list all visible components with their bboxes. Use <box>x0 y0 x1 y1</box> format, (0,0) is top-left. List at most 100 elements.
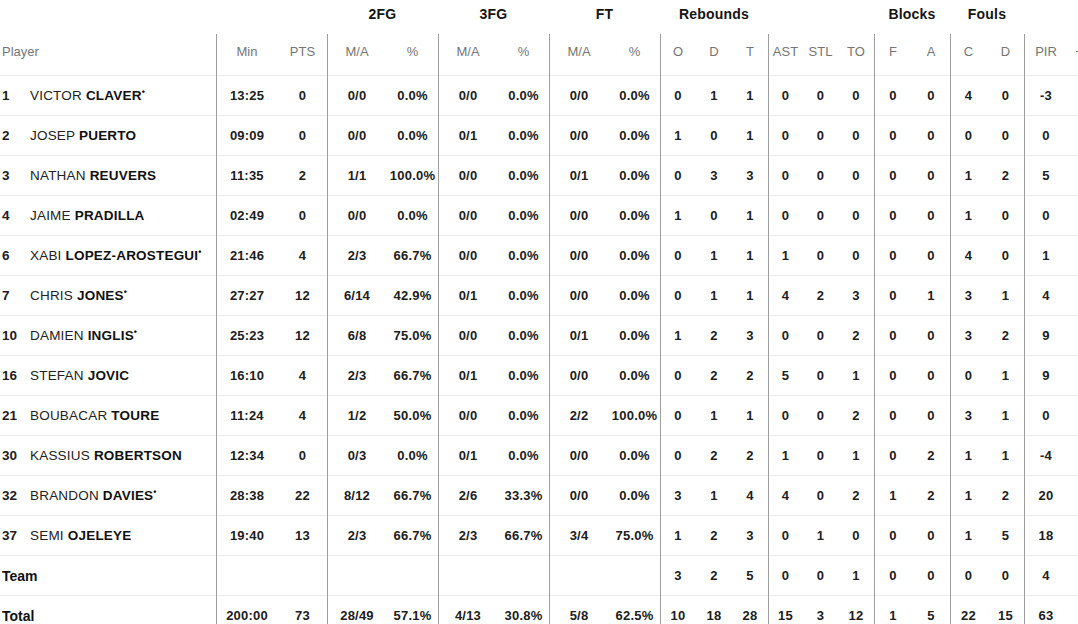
stat-cell: 0 <box>803 208 838 223</box>
player-name[interactable]: BRANDON DAVIES• <box>30 488 157 503</box>
stat-cell: 5/8 <box>549 608 609 623</box>
stat-cell: 33.3% <box>498 488 549 503</box>
stat-cell: 9 <box>1024 368 1068 383</box>
stat-cell: 5 <box>768 368 803 383</box>
player-name[interactable]: SEMI OJELEYE <box>30 528 131 543</box>
starter-indicator: • <box>124 287 127 297</box>
stat-cell: 0 <box>987 88 1024 103</box>
stat-cell: 8/12 <box>327 488 387 503</box>
column-header--: +/- <box>1068 44 1078 59</box>
stat-cell: 0.0% <box>498 168 549 183</box>
stat-cell: 0 <box>278 208 327 223</box>
player-name[interactable]: NATHAN REUVERS <box>30 168 156 183</box>
stat-cell: 4 <box>732 488 768 503</box>
jersey-number: 30 <box>2 448 30 463</box>
player-cell: 16STEFAN JOVIC <box>0 368 216 383</box>
column-header-d: D <box>987 44 1024 59</box>
stat-cell: 1 <box>950 448 987 463</box>
stat-cell: 4 <box>950 88 987 103</box>
stat-cell: 1 <box>874 488 912 503</box>
column-header--: % <box>387 44 438 59</box>
stat-cell: 0/0 <box>438 248 498 263</box>
table-row: 6XABI LOPEZ-AROSTEGUI•21:4642/366.7%0/00… <box>0 235 1078 275</box>
stat-cell: 0 <box>696 208 732 223</box>
stat-cell: 2/3 <box>327 528 387 543</box>
stat-cell: 0/0 <box>438 328 498 343</box>
stat-cell: 0 <box>1024 408 1068 423</box>
stat-cell: 0 <box>803 408 838 423</box>
stat-cell: 0/1 <box>438 128 498 143</box>
stat-cell: 42.9% <box>387 288 438 303</box>
player-name[interactable]: DAMIEN INGLIS• <box>30 328 137 343</box>
stat-cell: 200:00 <box>216 608 278 623</box>
stat-cell: 3 <box>950 328 987 343</box>
player-cell: 1VICTOR CLAVER• <box>0 88 216 103</box>
stat-cell: 3/4 <box>549 528 609 543</box>
stat-cell: 1 <box>912 288 950 303</box>
player-name[interactable]: JAIME PRADILLA <box>30 208 145 223</box>
stat-cell: 0/1 <box>438 368 498 383</box>
stat-cell: 0.0% <box>498 408 549 423</box>
stat-cell: 2/3 <box>327 368 387 383</box>
player-name[interactable]: VICTOR CLAVER• <box>30 88 145 103</box>
player-name[interactable]: JOSEP PUERTO <box>30 128 136 143</box>
stat-cell: 0 <box>912 528 950 543</box>
stat-cell: 0 <box>838 128 874 143</box>
player-cell: 3NATHAN REUVERS <box>0 168 216 183</box>
stat-cell: 12 <box>278 288 327 303</box>
player-cell: 21BOUBACAR TOURE <box>0 408 216 423</box>
stat-cell: 2 <box>732 368 768 383</box>
stat-cell: 0 <box>1024 208 1068 223</box>
stat-cell: 1 <box>660 128 696 143</box>
stat-cell: 2 <box>987 168 1024 183</box>
column-divider <box>549 34 550 624</box>
stat-cell: 0 <box>660 168 696 183</box>
stat-cell: 11:24 <box>216 408 278 423</box>
stat-cell: 4/13 <box>438 608 498 623</box>
stat-cell: 1 <box>732 128 768 143</box>
jersey-number: 21 <box>2 408 30 423</box>
stat-cell: 100.0% <box>387 168 438 183</box>
player-name[interactable]: KASSIUS ROBERTSON <box>30 448 182 463</box>
stat-cell: 0/0 <box>549 288 609 303</box>
column-header-stl: STL <box>803 44 838 59</box>
column-header-row: PlayerMinPTSM/A%M/A%M/A%ODTASTSTLTOFACDP… <box>0 28 1078 75</box>
player-name[interactable]: BOUBACAR TOURE <box>30 408 159 423</box>
column-header-m-a: M/A <box>327 44 387 59</box>
stat-cell: 18 <box>696 608 732 623</box>
stat-cell: 10 <box>660 608 696 623</box>
stat-cell: 2 <box>696 528 732 543</box>
stat-cell: 0.0% <box>609 168 660 183</box>
stat-cell: 0 <box>768 128 803 143</box>
stat-cell: 0 <box>803 488 838 503</box>
group-header-2fg: 2FG <box>327 0 438 28</box>
stat-cell: 0.0% <box>609 128 660 143</box>
stat-cell: 4 <box>1024 288 1068 303</box>
stat-cell: 2 <box>696 368 732 383</box>
stat-cell: 0/0 <box>327 128 387 143</box>
stat-cell: 0/0 <box>327 208 387 223</box>
stat-cell: 12 <box>278 328 327 343</box>
player-cell: Team <box>0 568 216 584</box>
stat-cell: 2 <box>696 448 732 463</box>
column-header--: % <box>498 44 549 59</box>
column-divider <box>327 34 328 624</box>
stat-cell: 63 <box>1024 608 1068 623</box>
stat-cell: 0 <box>278 88 327 103</box>
stat-cell: 2 <box>838 328 874 343</box>
column-header-c: C <box>950 44 987 59</box>
stat-cell: 0 <box>912 568 950 583</box>
player-name[interactable]: CHRIS JONES• <box>30 288 127 303</box>
column-divider <box>950 34 951 624</box>
stat-cell: 1 <box>696 488 732 503</box>
player-name[interactable]: STEFAN JOVIC <box>30 368 129 383</box>
stat-cell: 1 <box>660 328 696 343</box>
stat-cell: 09:09 <box>216 128 278 143</box>
player-name[interactable]: XABI LOPEZ-AROSTEGUI• <box>30 248 202 263</box>
jersey-number: 10 <box>2 328 30 343</box>
stat-cell: 0 <box>874 368 912 383</box>
column-divider <box>874 34 875 624</box>
stat-cell: 0 <box>803 368 838 383</box>
player-cell: 32BRANDON DAVIES• <box>0 488 216 503</box>
stat-cell: 3 <box>838 288 874 303</box>
